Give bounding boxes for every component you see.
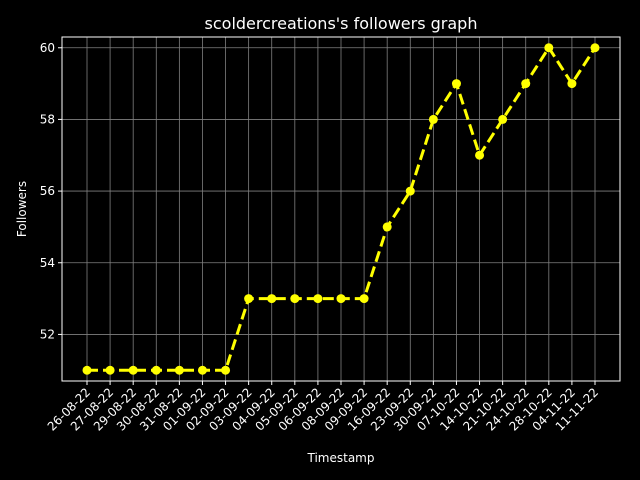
data-point xyxy=(290,294,300,304)
data-point xyxy=(128,365,138,375)
data-point xyxy=(174,365,184,375)
data-point xyxy=(197,365,207,375)
data-point xyxy=(521,79,531,89)
data-point xyxy=(244,294,254,304)
data-point xyxy=(221,365,231,375)
data-point xyxy=(405,186,415,196)
data-point xyxy=(382,222,392,232)
grid xyxy=(62,37,620,381)
y-axis-label: Followers xyxy=(15,181,29,237)
y-tick-label: 58 xyxy=(40,112,55,126)
data-point xyxy=(359,294,369,304)
data-point xyxy=(267,294,277,304)
chart-title: scoldercreations's followers graph xyxy=(205,14,478,33)
data-point xyxy=(105,365,115,375)
data-point xyxy=(451,79,461,89)
data-series xyxy=(82,43,600,375)
y-tick-label: 52 xyxy=(40,327,55,341)
y-tick-label: 54 xyxy=(40,256,55,270)
data-point xyxy=(151,365,161,375)
data-point xyxy=(544,43,554,53)
y-tick-label: 60 xyxy=(40,41,55,55)
data-point xyxy=(475,150,485,160)
data-point xyxy=(498,114,508,124)
data-point xyxy=(590,43,600,53)
data-point xyxy=(428,114,438,124)
data-point xyxy=(567,79,577,89)
data-point xyxy=(313,294,323,304)
data-point xyxy=(336,294,346,304)
y-tick-label: 56 xyxy=(40,184,55,198)
data-point xyxy=(82,365,92,375)
x-axis-label: Timestamp xyxy=(307,451,375,465)
